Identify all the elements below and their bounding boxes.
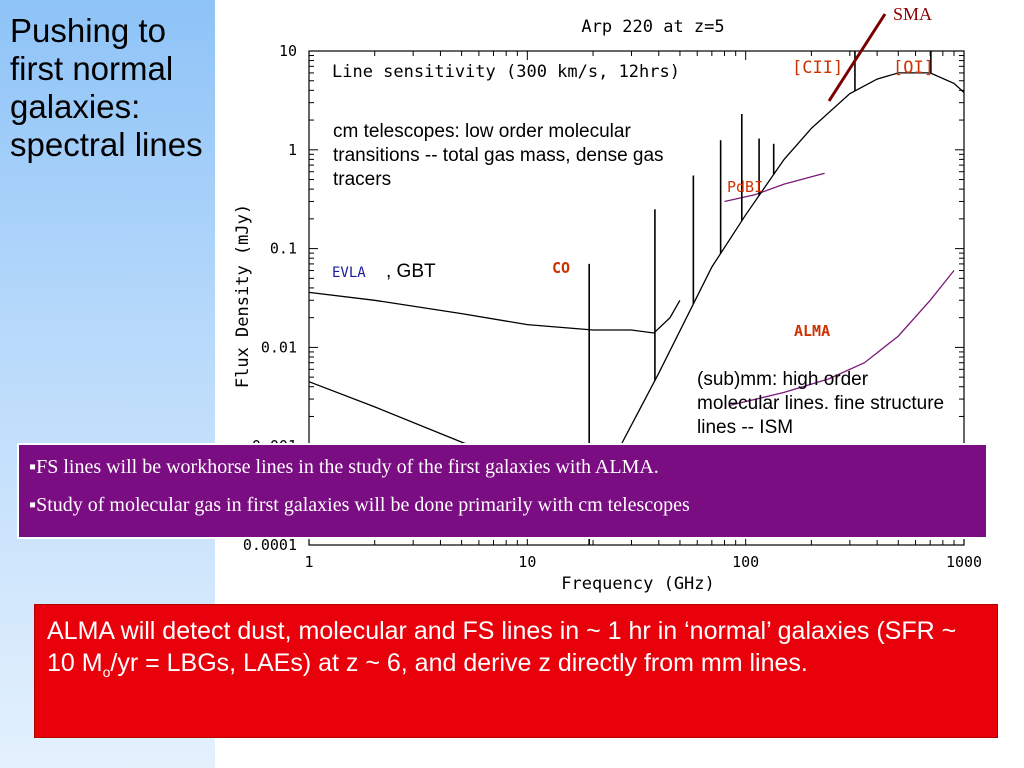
series-line-evla xyxy=(308,291,681,334)
y-tick-label: 0.1 xyxy=(270,240,297,258)
y-axis-label: Flux Density (mJy) xyxy=(233,204,253,388)
series-line-pdbi xyxy=(724,172,825,203)
alma-summary-part2: /yr = LBGs, LAEs) at z ~ 6, and derive z… xyxy=(110,649,808,677)
y-tick-label: 10 xyxy=(279,42,297,60)
y-tick-label: 0.01 xyxy=(261,338,297,356)
x-axis-label: Frequency (GHz) xyxy=(561,574,715,594)
sma-label: SMA xyxy=(893,4,933,24)
x-tick-label: 1 xyxy=(304,553,313,571)
y-tick-label: 0.0001 xyxy=(243,536,297,554)
fs-bullet-1-text: FS lines will be workhorse lines in the … xyxy=(36,456,659,478)
legend-evla: EVLA xyxy=(332,265,366,281)
fs-lines-callout: ▪FS lines will be workhorse lines in the… xyxy=(17,443,988,539)
series-line-alma xyxy=(730,270,955,406)
legend-alma: ALMA xyxy=(794,322,830,340)
series-line-arp-220-sed xyxy=(592,72,965,499)
line-label-cii: [CII] xyxy=(792,58,843,78)
sma-pointer-line xyxy=(827,13,887,102)
gbt-note: , GBT xyxy=(386,261,436,282)
alma-summary-part1: ALMA will detect dust, molecular and FS … xyxy=(47,617,957,677)
x-tick-label: 10 xyxy=(518,553,536,571)
slide-title: Pushing to first normal galaxies: spectr… xyxy=(10,12,203,163)
plot-frame xyxy=(308,50,965,546)
fs-bullet-2-text: Study of molecular gas in first galaxies… xyxy=(36,494,690,516)
x-tick-label: 1000 xyxy=(946,553,982,571)
submm-note: (sub)mm: high order molecular lines. fin… xyxy=(697,369,945,438)
cm-telescopes-note: cm telescopes: low order molecular trans… xyxy=(333,121,664,190)
fs-bullet-2: ▪Study of molecular gas in first galaxie… xyxy=(29,494,690,516)
line-label-oi: [OI] xyxy=(893,58,934,78)
chart-title: Arp 220 at z=5 xyxy=(581,17,724,37)
fs-bullet-1: ▪FS lines will be workhorse lines in the… xyxy=(29,456,659,478)
x-tick-label: 100 xyxy=(732,553,759,571)
chart-subtitle: Line sensitivity (300 km/s, 12hrs) xyxy=(332,62,680,82)
legend-pdbi: PdBI xyxy=(727,178,763,196)
alma-summary-subscript: o xyxy=(102,664,111,680)
line-label-co: CO xyxy=(552,259,570,277)
y-tick-label: 1 xyxy=(288,141,297,159)
alma-summary-box: ALMA will detect dust, molecular and FS … xyxy=(34,604,998,738)
